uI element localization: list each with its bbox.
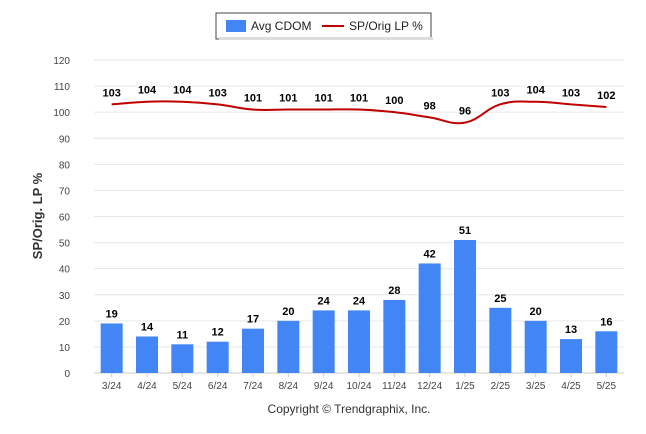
line-value-label: 103 [562, 87, 580, 99]
y-tick-label: 0 [64, 369, 70, 380]
line-series [111, 100, 607, 125]
y-tick-label: 10 [59, 343, 71, 354]
bar-value-label: 24 [353, 295, 366, 307]
y-tick-label: 120 [53, 56, 70, 67]
line-value-label: 104 [173, 85, 192, 97]
line-value-label: 101 [350, 93, 368, 105]
x-tick-label: 1/25 [455, 381, 475, 392]
bar [100, 323, 123, 373]
line-value-label: 96 [459, 106, 471, 118]
x-tick-label: 2/25 [491, 381, 511, 392]
bar [454, 239, 476, 373]
bar-value-label: 12 [212, 327, 224, 339]
bar-value-label: 42 [424, 248, 436, 260]
bar-value-label: 25 [494, 293, 506, 305]
x-tick-label: 10/24 [346, 381, 371, 392]
copyright-credit: Copyright © Trendgraphix, Inc. [268, 402, 431, 416]
line-value-label: 103 [102, 87, 120, 99]
bar-value-label: 28 [388, 285, 400, 297]
line-value-label: 101 [279, 93, 297, 105]
bar-data-labels: 19 14 11 12 17 20 24 24 28 42 51 25 20 13 16 [106, 225, 613, 341]
bar [489, 307, 512, 373]
bar [524, 320, 547, 373]
x-tick-label: 7/24 [243, 381, 263, 392]
x-tick-label: 9/24 [314, 381, 334, 392]
bar-value-label: 11 [177, 329, 189, 341]
bar [595, 331, 618, 373]
x-tick-label: 4/24 [137, 381, 157, 392]
bar [312, 310, 335, 373]
bar [136, 336, 158, 373]
bar [560, 339, 582, 373]
y-tick-label: 20 [59, 317, 71, 328]
legend-label-line: SP/Orig LP % [349, 19, 423, 33]
y-tick-label: 60 [59, 213, 71, 224]
y-tick-label: 80 [59, 160, 71, 171]
x-tick-label: 6/24 [208, 381, 228, 392]
line-value-label: 104 [526, 85, 545, 97]
x-tick-label: 5/24 [173, 381, 193, 392]
bar [418, 263, 441, 373]
y-tick-label: 100 [53, 108, 70, 119]
legend-label-bar: Avg CDOM [251, 19, 311, 33]
bar-value-label: 51 [459, 225, 471, 237]
bar [171, 344, 194, 373]
line-value-label: 103 [491, 87, 509, 99]
y-tick-label: 90 [59, 134, 71, 145]
x-tick-label: 3/24 [102, 381, 122, 392]
line-value-label: 101 [314, 93, 332, 105]
bar-value-label: 20 [282, 306, 294, 318]
line-value-label: 102 [597, 90, 615, 102]
line-value-label: 100 [385, 95, 403, 107]
line-value-label: 101 [244, 93, 262, 105]
bar-value-label: 20 [530, 306, 542, 318]
bar-value-label: 14 [141, 321, 154, 333]
y-axis-label: SP/Orig. LP % [30, 172, 45, 259]
y-tick-label: 40 [59, 265, 71, 276]
legend-swatch-bar [226, 20, 246, 32]
line-data-labels: 103 104 104 103 101 101 101 101 100 98 96 103 104 103… [102, 85, 615, 118]
bar-value-label: 17 [247, 314, 259, 326]
x-tick-label: 5/25 [597, 381, 617, 392]
legend: Avg CDOM SP/Orig LP % [215, 12, 433, 40]
bar-value-label: 24 [318, 295, 331, 307]
bar-series [100, 239, 618, 373]
bar [242, 328, 264, 373]
x-tick-label: 3/25 [526, 381, 546, 392]
x-tick-label: 12/24 [417, 381, 442, 392]
x-tick-label: 11/24 [382, 381, 407, 392]
bar [383, 299, 406, 373]
y-axis-ticks: 0 10 20 30 40 50 60 70 80 90 100 110 120 [53, 56, 70, 380]
y-tick-label: 110 [54, 82, 70, 93]
line-value-label: 104 [138, 85, 157, 97]
x-tick-label: 8/24 [279, 381, 299, 392]
line-value-label: 98 [424, 100, 436, 112]
bar-value-label: 16 [600, 316, 612, 328]
line-value-label: 103 [208, 87, 226, 99]
bar-value-label: 19 [106, 308, 118, 320]
legend-shadow [219, 37, 433, 40]
bar [206, 341, 229, 373]
bar-value-label: 13 [565, 324, 577, 336]
y-tick-label: 30 [59, 291, 71, 302]
bar [277, 320, 300, 373]
x-tick-label: 4/25 [561, 381, 581, 392]
y-tick-label: 50 [59, 239, 71, 250]
x-axis-ticks: 3/24 4/24 5/24 6/24 7/24 8/24 9/24 10/24 11/24 12… [102, 373, 617, 392]
y-tick-label: 70 [59, 186, 71, 197]
bar [348, 310, 370, 373]
